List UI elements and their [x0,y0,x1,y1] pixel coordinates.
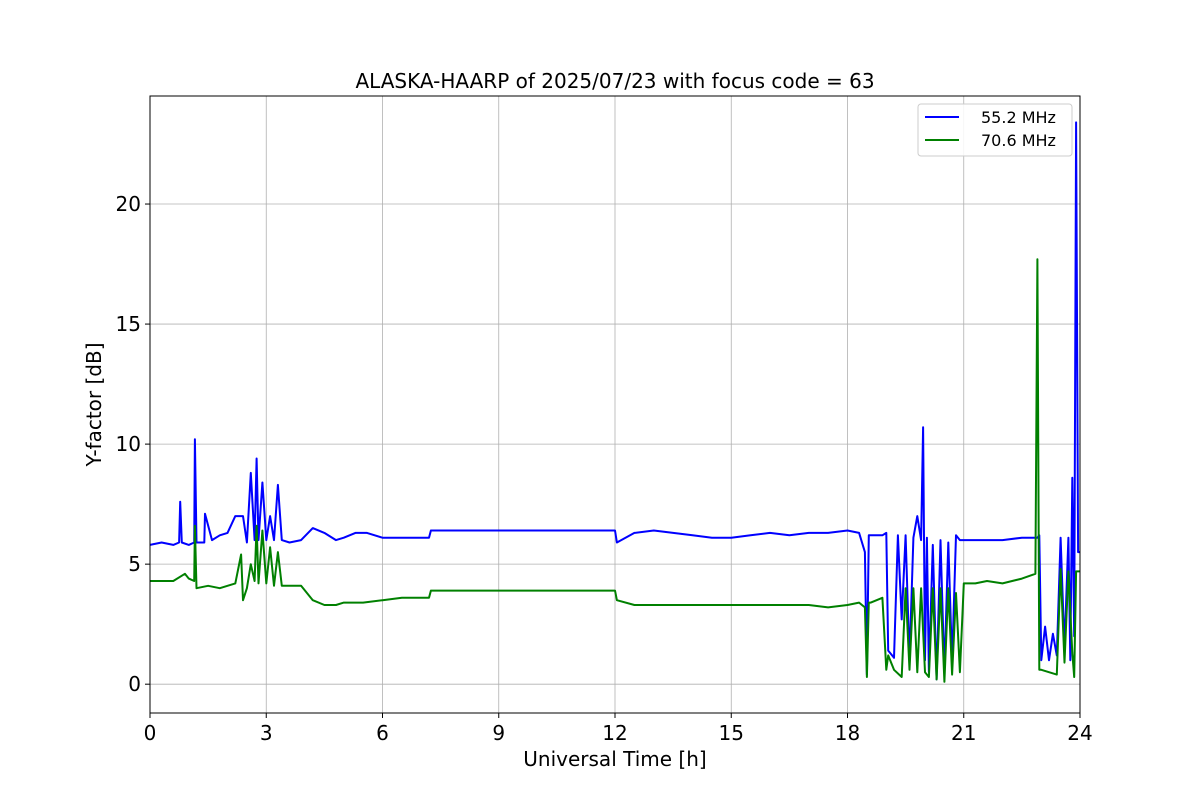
y-tick-label: 15 [116,312,141,336]
series-lines [149,121,1080,683]
x-tick-label: 15 [719,721,744,745]
series-line-55-2-mhz [149,121,1080,681]
x-axis-label: Universal Time [h] [523,747,706,771]
x-tick-label: 9 [492,721,505,745]
x-tick-label: 18 [835,721,860,745]
y-tick-label: 10 [116,432,141,456]
legend-label-70-mhz: 70.6 MHz [981,131,1056,150]
x-tick-label: 0 [144,721,157,745]
x-tick-label: 21 [951,721,976,745]
series-line-70-6-mhz [150,258,1080,683]
x-tick-label: 24 [1067,721,1092,745]
legend-label-55-mhz: 55.2 MHz [981,108,1056,127]
x-tick-label: 6 [376,721,389,745]
axis-ticks: 0 3 6 9 12 15 18 21 24 0 5 10 15 20 [116,192,1093,745]
chart-title: ALASKA-HAARP of 2025/07/23 with focus co… [355,69,874,93]
y-axis-label: Y-factor [dB] [82,342,106,467]
y-tick-label: 0 [128,672,141,696]
x-tick-label: 12 [602,721,627,745]
legend: 55.2 MHz 70.6 MHz [917,103,1073,157]
y-tick-label: 20 [116,192,141,216]
x-tick-label: 3 [260,721,273,745]
y-tick-label: 5 [128,552,141,576]
